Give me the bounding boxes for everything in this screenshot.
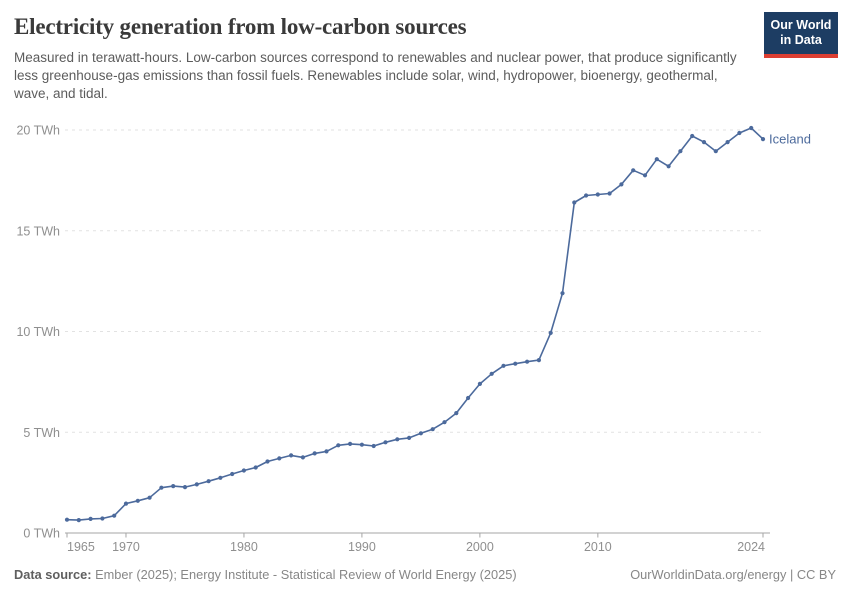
data-point-1973 — [159, 485, 164, 490]
data-point-2009 — [584, 193, 589, 198]
data-source-note: Data source: Ember (2025); Energy Instit… — [14, 567, 517, 582]
data-point-1996 — [430, 427, 435, 432]
data-point-2012 — [619, 182, 624, 187]
data-point-1971 — [135, 498, 140, 503]
data-point-1987 — [324, 449, 329, 454]
data-point-2021 — [725, 140, 730, 145]
data-point-1966 — [76, 518, 81, 523]
data-point-1992 — [383, 440, 388, 445]
data-point-1979 — [230, 471, 235, 477]
data-point-2017 — [678, 149, 683, 154]
series-line-iceland — [66, 127, 764, 521]
chart-footer: Data source: Ember (2025); Energy Instit… — [14, 567, 836, 582]
y-axis-tick-label: 20 TWh — [16, 124, 60, 138]
y-axis-tick-label: 15 TWh — [16, 224, 60, 238]
data-point-2018 — [690, 133, 695, 139]
data-source-text: Ember (2025); Energy Institute - Statist… — [91, 567, 517, 582]
data-point-1981 — [253, 465, 258, 470]
data-point-2003 — [513, 361, 518, 366]
data-point-1998 — [454, 411, 459, 416]
y-axis-tick-label: 0 TWh — [23, 527, 60, 541]
data-point-1972 — [147, 495, 152, 500]
owid-logo-line1: Our World — [770, 18, 832, 32]
data-point-1977 — [206, 479, 211, 484]
chart-subtitle: Measured in terawatt-hours. Low-carbon s… — [14, 50, 737, 101]
data-point-2016 — [666, 164, 671, 169]
data-point-1978 — [218, 475, 223, 480]
data-point-2001 — [489, 371, 494, 376]
data-point-1976 — [194, 482, 199, 487]
x-axis-tick-label: 2000 — [466, 540, 494, 554]
data-point-1993 — [395, 437, 400, 442]
data-point-1980 — [241, 468, 246, 473]
owid-logo[interactable]: Our World in Data — [764, 12, 838, 58]
x-axis-tick-label: 1980 — [230, 540, 258, 554]
data-point-1997 — [442, 420, 447, 425]
data-point-2013 — [631, 168, 636, 173]
data-point-1989 — [348, 441, 353, 446]
owid-logo-line2: in Data — [780, 33, 822, 48]
data-point-2019 — [701, 140, 707, 145]
data-point-1988 — [336, 443, 341, 448]
x-axis-tick-label: 1965 — [67, 540, 95, 554]
data-source-label: Data source: — [14, 567, 92, 582]
data-point-1969 — [112, 513, 117, 518]
data-point-2014 — [642, 173, 648, 178]
data-point-1991 — [371, 443, 376, 449]
data-point-1990 — [359, 442, 364, 447]
data-point-2007 — [560, 291, 565, 296]
x-axis-tick-label: 2010 — [584, 540, 612, 554]
chart-header: Electricity generation from low-carbon s… — [14, 14, 836, 102]
x-axis-tick-label: 2024 — [737, 540, 765, 554]
y-axis-tick-label: 5 TWh — [23, 426, 60, 440]
data-point-1968 — [100, 516, 105, 521]
data-point-2024 — [760, 137, 766, 142]
x-axis-tick-label: 1990 — [348, 540, 376, 554]
data-point-1985 — [300, 455, 305, 460]
data-point-2006 — [548, 330, 553, 335]
data-point-2000 — [477, 381, 482, 386]
data-point-1965 — [64, 517, 70, 522]
data-point-1984 — [289, 453, 294, 458]
data-point-1983 — [277, 456, 282, 461]
data-point-1967 — [88, 516, 93, 522]
data-point-1994 — [407, 435, 412, 440]
page-title: Electricity generation from low-carbon s… — [14, 14, 467, 39]
data-point-1995 — [418, 431, 423, 436]
data-point-1974 — [171, 484, 176, 489]
data-point-1986 — [312, 451, 317, 456]
data-point-1970 — [123, 501, 129, 506]
data-point-2020 — [713, 149, 718, 154]
data-point-2008 — [572, 200, 577, 205]
data-point-2005 — [536, 358, 542, 363]
data-point-1975 — [182, 485, 188, 490]
license-link[interactable]: OurWorldinData.org/energy | CC BY — [630, 567, 836, 582]
data-point-1999 — [466, 395, 471, 401]
data-point-2023 — [749, 125, 754, 131]
data-point-2015 — [654, 157, 659, 162]
x-axis-tick-label: 1970 — [112, 540, 140, 554]
data-point-2004 — [525, 359, 530, 364]
y-axis-tick-label: 10 TWh — [16, 325, 60, 339]
data-point-2010 — [595, 192, 600, 197]
data-point-2022 — [737, 130, 742, 136]
data-point-2011 — [607, 191, 612, 196]
data-point-1982 — [265, 459, 270, 464]
data-point-2002 — [501, 363, 506, 368]
series-label-iceland: Iceland — [769, 132, 811, 147]
